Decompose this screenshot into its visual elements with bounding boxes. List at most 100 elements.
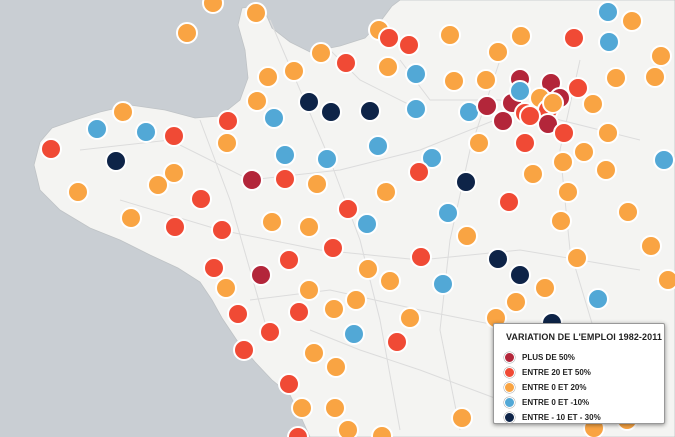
city-marker-20-50[interactable] [519,105,541,127]
city-marker-0-20[interactable] [475,69,497,91]
city-marker-0-20[interactable] [443,70,465,92]
city-marker-20-50[interactable] [211,219,233,241]
city-marker-0-20[interactable] [323,298,345,320]
city-marker-0-20[interactable] [325,356,347,378]
city-marker-0-20[interactable] [357,258,379,280]
city-marker-0-minus10[interactable] [316,148,338,170]
city-marker-0-20[interactable] [337,419,359,437]
city-marker-minus10-minus30[interactable] [509,264,531,286]
city-marker-0-20[interactable] [202,0,224,14]
city-marker-20-50[interactable] [335,52,357,74]
city-marker-20-50[interactable] [337,198,359,220]
city-marker-0-minus10[interactable] [263,107,285,129]
city-marker-0-minus10[interactable] [421,147,443,169]
city-marker-20-50[interactable] [408,161,430,183]
city-marker-20-50[interactable] [378,27,400,49]
city-marker-0-20[interactable] [120,207,142,229]
city-marker-20-50[interactable] [322,237,344,259]
city-marker-0-20[interactable] [399,307,421,329]
city-marker-minus10-minus30[interactable] [298,91,320,113]
city-marker-0-20[interactable] [283,60,305,82]
city-marker-0-minus10[interactable] [356,213,378,235]
city-marker-0-20[interactable] [375,181,397,203]
city-marker-0-20[interactable] [379,270,401,292]
city-marker-20-50[interactable] [567,77,589,99]
city-marker-20-50[interactable] [274,168,296,190]
city-marker-0-minus10[interactable] [458,101,480,123]
city-marker-20-50[interactable] [217,110,239,132]
city-marker-0-minus10[interactable] [405,98,427,120]
city-marker-0-minus10[interactable] [437,202,459,224]
city-marker-0-minus10[interactable] [343,323,365,345]
city-marker-0-20[interactable] [595,159,617,181]
city-marker-minus10-minus30[interactable] [320,101,342,123]
city-marker-0-20[interactable] [621,10,643,32]
city-marker-0-20[interactable] [451,407,473,429]
city-marker-0-20[interactable] [573,141,595,163]
city-marker-0-20[interactable] [261,211,283,233]
city-marker-0-20[interactable] [534,277,556,299]
city-marker-20-50[interactable] [233,339,255,361]
city-marker-minus10-minus30[interactable] [359,100,381,122]
city-marker-20-50[interactable] [514,132,536,154]
city-marker-0-20[interactable] [163,162,185,184]
city-marker-20-50[interactable] [498,191,520,213]
city-marker-plus-50[interactable] [476,95,498,117]
city-marker-0-20[interactable] [468,132,490,154]
city-marker-20-50[interactable] [203,257,225,279]
city-marker-0-20[interactable] [291,397,313,419]
city-marker-0-20[interactable] [557,181,579,203]
city-marker-0-20[interactable] [617,201,639,223]
city-marker-0-20[interactable] [215,277,237,299]
city-marker-0-20[interactable] [67,181,89,203]
city-marker-20-50[interactable] [227,303,249,325]
city-marker-0-20[interactable] [487,41,509,63]
city-marker-0-20[interactable] [306,173,328,195]
city-marker-plus-50[interactable] [241,169,263,191]
city-marker-0-20[interactable] [298,279,320,301]
city-marker-0-minus10[interactable] [587,288,609,310]
city-marker-20-50[interactable] [163,125,185,147]
city-marker-plus-50[interactable] [492,110,514,132]
city-marker-20-50[interactable] [563,27,585,49]
city-marker-0-minus10[interactable] [405,63,427,85]
city-marker-0-20[interactable] [246,90,268,112]
city-marker-0-20[interactable] [377,56,399,78]
city-marker-0-20[interactable] [298,216,320,238]
city-marker-0-minus10[interactable] [598,31,620,53]
city-marker-plus-50[interactable] [250,264,272,286]
city-marker-20-50[interactable] [259,321,281,343]
city-marker-20-50[interactable] [190,188,212,210]
city-marker-0-20[interactable] [644,66,666,88]
city-marker-0-20[interactable] [640,235,662,257]
city-marker-0-20[interactable] [566,247,588,269]
city-marker-minus10-minus30[interactable] [455,171,477,193]
city-marker-0-minus10[interactable] [653,149,675,171]
city-marker-0-minus10[interactable] [432,273,454,295]
city-marker-20-50[interactable] [287,426,309,437]
city-marker-0-20[interactable] [550,210,572,232]
city-marker-0-20[interactable] [324,397,346,419]
city-marker-0-minus10[interactable] [597,1,619,23]
city-marker-0-20[interactable] [657,269,675,291]
city-marker-0-20[interactable] [505,291,527,313]
city-marker-0-20[interactable] [456,225,478,247]
city-marker-20-50[interactable] [164,216,186,238]
city-marker-0-minus10[interactable] [86,118,108,140]
city-marker-0-20[interactable] [303,342,325,364]
city-marker-0-20[interactable] [650,45,672,67]
city-marker-0-minus10[interactable] [367,135,389,157]
city-marker-20-50[interactable] [386,331,408,353]
city-marker-0-20[interactable] [439,24,461,46]
city-marker-0-20[interactable] [605,67,627,89]
city-marker-0-20[interactable] [582,93,604,115]
city-marker-0-20[interactable] [147,174,169,196]
city-marker-20-50[interactable] [553,122,575,144]
city-marker-0-20[interactable] [257,66,279,88]
city-marker-20-50[interactable] [40,138,62,160]
city-marker-0-20[interactable] [345,289,367,311]
city-marker-0-minus10[interactable] [509,80,531,102]
city-marker-20-50[interactable] [398,34,420,56]
city-marker-0-20[interactable] [510,25,532,47]
city-marker-minus10-minus30[interactable] [105,150,127,172]
